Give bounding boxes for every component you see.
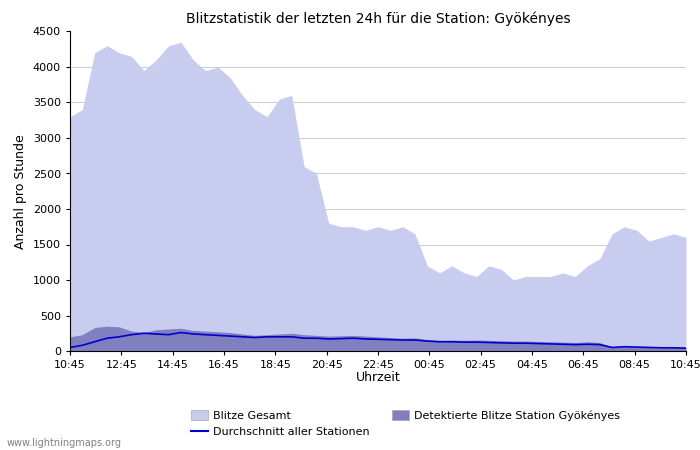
Y-axis label: Anzahl pro Stunde: Anzahl pro Stunde (14, 134, 27, 248)
Legend: Blitze Gesamt, Durchschnitt aller Stationen, Detektierte Blitze Station Gyökénye: Blitze Gesamt, Durchschnitt aller Statio… (186, 406, 624, 441)
Title: Blitzstatistik der letzten 24h für die Station: Gyökényes: Blitzstatistik der letzten 24h für die S… (186, 12, 570, 26)
X-axis label: Uhrzeit: Uhrzeit (356, 371, 400, 384)
Text: www.lightningmaps.org: www.lightningmaps.org (7, 438, 122, 448)
